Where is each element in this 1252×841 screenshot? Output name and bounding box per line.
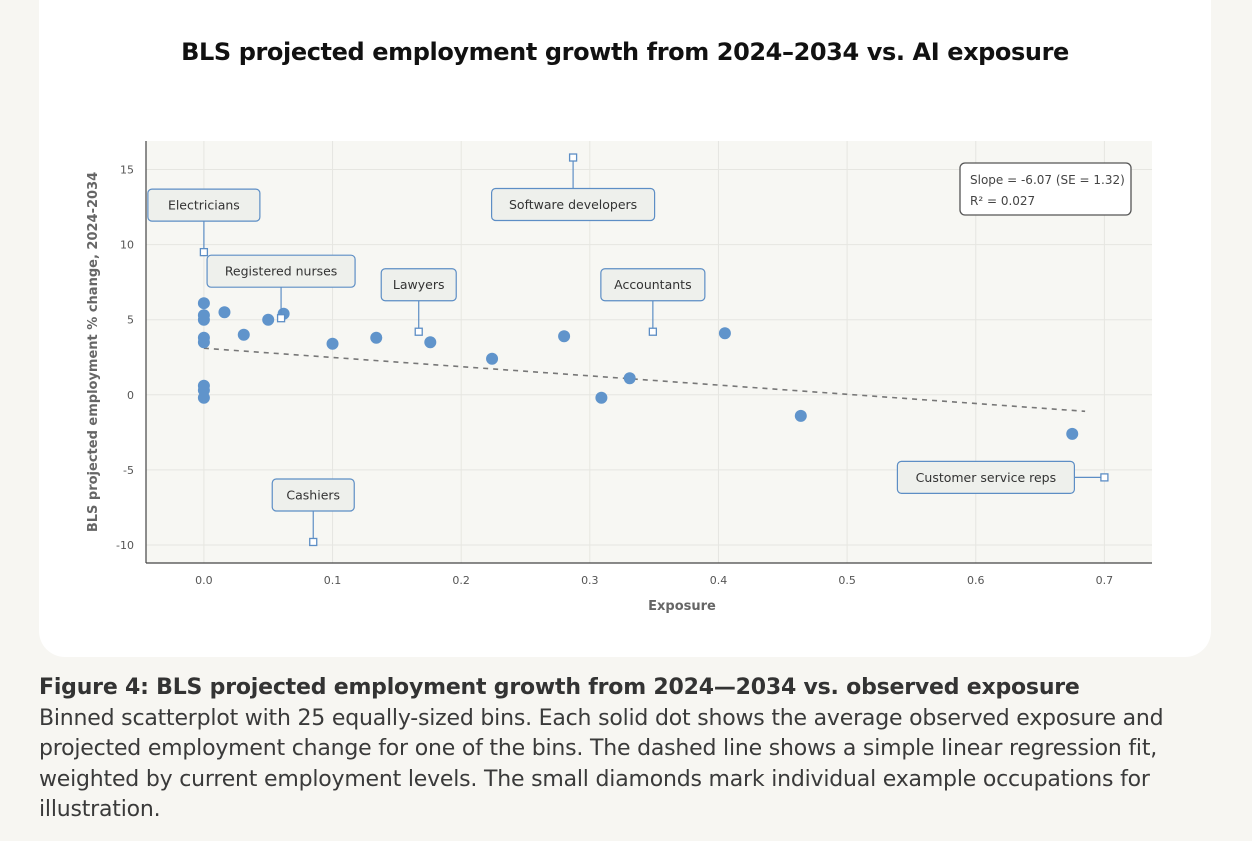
data-point — [718, 327, 731, 340]
callout-box — [147, 188, 261, 222]
data-point — [197, 391, 210, 404]
callout-label: Electricians — [168, 198, 240, 213]
data-point — [623, 372, 636, 385]
figure-caption: Figure 4: BLS projected employment growt… — [39, 673, 1229, 826]
y-tick-label: 0 — [127, 389, 134, 402]
x-axis-label: Exposure — [648, 599, 716, 614]
example-occupation-marker — [309, 537, 318, 547]
callout-label: Accountants — [614, 277, 691, 292]
callout-box — [600, 268, 706, 302]
slope-text: Slope = -6.07 (SE = 1.32) — [970, 173, 1125, 187]
x-tick-label: 0.1 — [324, 574, 342, 587]
example-occupation-marker — [414, 327, 423, 336]
example-occupation-marker — [276, 314, 286, 323]
callout-label: Registered nurses — [225, 264, 338, 279]
y-tick-label: 15 — [120, 164, 134, 177]
data-point — [486, 352, 499, 365]
callout-box — [206, 254, 356, 288]
stats-box — [959, 162, 1132, 216]
callout-box — [271, 478, 355, 512]
caption-title: Figure 4: BLS projected employment growt… — [39, 675, 1080, 700]
callout-label: Cashiers — [286, 487, 340, 502]
x-tick-label: 0.5 — [838, 574, 856, 587]
data-point — [262, 313, 275, 326]
x-tick-label: 0.7 — [1096, 574, 1114, 587]
example-occupation-marker — [648, 327, 658, 336]
y-tick-label: 10 — [120, 239, 134, 252]
regression-line — [203, 347, 1086, 413]
data-point — [197, 336, 210, 349]
y-axis-label: BLS projected employment % change, 2024-… — [86, 172, 101, 532]
callout-box — [380, 268, 457, 302]
data-point — [424, 336, 437, 349]
data-point — [197, 297, 210, 310]
x-tick-label: 0.6 — [967, 574, 985, 587]
callout-label: Software developers — [509, 197, 637, 212]
data-point — [218, 306, 231, 319]
example-occupation-marker — [1100, 473, 1109, 482]
x-tick-label: 0.0 — [195, 574, 213, 587]
data-point — [595, 391, 608, 404]
data-point — [197, 313, 210, 326]
callout-label: Customer service reps — [916, 470, 1056, 485]
scatter-chart: BLS projected employment growth from 202… — [86, 38, 1152, 614]
y-tick-label: 5 — [127, 314, 134, 327]
y-tick-label: -10 — [116, 539, 134, 552]
r-squared-text: R² = 0.027 — [970, 194, 1035, 208]
callout-box — [490, 187, 656, 222]
x-tick-label: 0.4 — [710, 574, 728, 587]
data-point — [370, 331, 383, 344]
chart-card: BLS projected employment growth from 202… — [39, 0, 1211, 657]
x-tick-label: 0.2 — [452, 574, 470, 587]
y-tick-label: -5 — [123, 464, 134, 477]
chart-title: BLS projected employment growth from 202… — [181, 38, 1069, 66]
example-occupation-marker — [199, 247, 209, 257]
x-tick-label: 0.3 — [581, 574, 599, 587]
example-occupation-marker — [568, 153, 578, 162]
plot-area: 0.0 0.1 0.2 0.3 0.4 0.5 0.6 0.7 15 10 5 0 -5 -10 Elect… — [116, 141, 1152, 587]
callout-label: Lawyers — [393, 277, 445, 292]
data-point — [1066, 427, 1079, 440]
data-point — [326, 337, 339, 350]
data-point — [558, 330, 571, 343]
data-point — [237, 328, 250, 341]
caption-body: Binned scatterplot with 25 equally-sized… — [39, 705, 1164, 823]
data-point — [794, 409, 807, 422]
callout-box — [896, 460, 1076, 494]
